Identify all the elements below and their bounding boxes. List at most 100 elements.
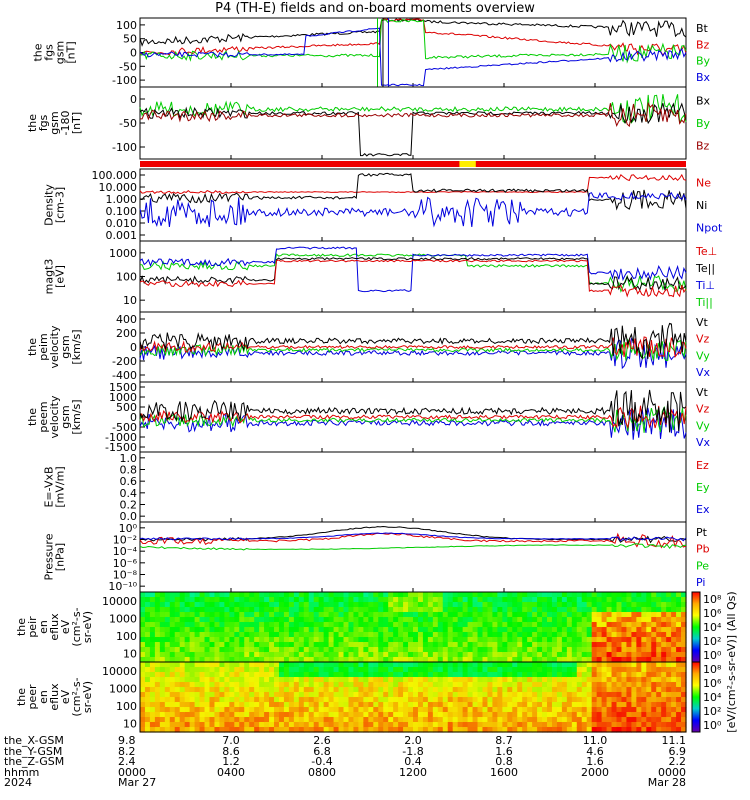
- heatmap-cell: [462, 687, 469, 693]
- y-axis-label-line: the: [15, 618, 28, 636]
- heatmap-cell: [413, 697, 419, 703]
- heatmap-cell: [666, 597, 672, 603]
- heatmap-cell: [561, 637, 568, 643]
- heatmap-cell: [671, 667, 677, 673]
- heatmap-cell: [517, 632, 523, 638]
- heatmap-cell: [472, 652, 479, 658]
- heatmap-cell: [452, 712, 459, 718]
- heatmap-cell: [487, 607, 494, 613]
- heatmap-cell: [378, 717, 384, 723]
- heatmap-cell: [274, 627, 280, 633]
- heatmap-cell: [274, 632, 280, 638]
- heatmap-cell: [288, 707, 295, 713]
- heatmap-cell: [676, 667, 682, 673]
- heatmap-cell: [482, 612, 489, 618]
- heatmap-cell: [621, 647, 628, 653]
- heatmap-cell: [477, 592, 484, 598]
- legend-ni: Ni: [696, 199, 707, 212]
- heatmap-cell: [502, 677, 508, 683]
- footer-x-value: 11.0: [583, 734, 608, 747]
- heatmap-cell: [224, 647, 230, 653]
- heatmap-cell: [551, 727, 558, 733]
- heatmap-cell: [542, 722, 548, 728]
- heatmap-cell: [457, 652, 464, 658]
- heatmap-cell: [576, 702, 583, 708]
- heatmap-cell: [417, 682, 424, 688]
- heatmap-cell: [556, 662, 563, 668]
- heatmap-cell: [189, 657, 196, 663]
- heatmap-cell: [154, 667, 161, 673]
- heatmap-cell: [214, 632, 221, 638]
- heatmap-cell: [274, 702, 280, 708]
- heatmap-cell: [581, 612, 588, 618]
- heatmap-cell: [646, 687, 652, 693]
- heatmap-cell: [234, 652, 240, 658]
- heatmap-cell: [517, 622, 523, 628]
- heatmap-cell: [154, 592, 161, 598]
- heatmap-cell: [318, 697, 325, 703]
- heatmap-cell: [413, 622, 419, 628]
- heatmap-cell: [338, 637, 345, 643]
- heatmap-cell: [671, 712, 677, 718]
- heatmap-cell: [581, 657, 588, 663]
- heatmap-cell: [596, 642, 603, 648]
- heatmap-cell: [447, 707, 454, 713]
- heatmap-cell: [507, 677, 513, 683]
- heatmap-cell: [631, 602, 637, 608]
- heatmap-cell: [209, 622, 216, 628]
- heatmap-cell: [313, 607, 320, 613]
- heatmap-cell: [656, 622, 662, 628]
- y-tick-label: 1.000: [106, 193, 138, 206]
- heatmap-cell: [239, 632, 245, 638]
- heatmap-cell: [368, 632, 374, 638]
- y-axis-label-line: the: [26, 114, 39, 132]
- heatmap-cell: [189, 662, 196, 668]
- heatmap-cell: [194, 647, 201, 653]
- heatmap-cell: [283, 722, 290, 728]
- heatmap-cell: [477, 722, 484, 728]
- heatmap-cell: [547, 617, 553, 623]
- heatmap-cell: [676, 642, 682, 648]
- heatmap-cell: [586, 657, 593, 663]
- heatmap-cell: [651, 592, 657, 598]
- heatmap-cell: [556, 717, 563, 723]
- heatmap-cell: [403, 707, 409, 713]
- heatmap-cell: [542, 627, 548, 633]
- heatmap-cell: [179, 647, 186, 653]
- heatmap-cell: [586, 602, 593, 608]
- heatmap-cell: [497, 632, 503, 638]
- heatmap-cell: [522, 657, 528, 663]
- heatmap-cell: [269, 592, 275, 598]
- heatmap-cell: [140, 597, 146, 603]
- legend-ez: Ez: [696, 459, 709, 472]
- heatmap-cell: [586, 687, 593, 693]
- heatmap-cell: [671, 607, 677, 613]
- heatmap-cell: [338, 622, 345, 628]
- heatmap-cell: [383, 617, 389, 623]
- heatmap-cell: [358, 702, 364, 708]
- y-axis-label-line: the: [15, 688, 28, 706]
- heatmap-cell: [328, 642, 335, 648]
- y-axis-label-line: [nT]: [70, 112, 83, 134]
- heatmap-cell: [601, 602, 608, 608]
- heatmap-cell: [487, 602, 494, 608]
- heatmap-cell: [293, 617, 300, 623]
- heatmap-cell: [174, 692, 181, 698]
- heatmap-cell: [164, 642, 171, 648]
- heatmap-cell: [427, 702, 434, 708]
- heatmap-cell: [323, 687, 330, 693]
- heatmap-cell: [517, 652, 523, 658]
- heatmap-cell: [636, 592, 642, 598]
- heatmap-cell: [224, 697, 230, 703]
- heatmap-cell: [264, 692, 270, 698]
- heatmap-cell: [318, 632, 325, 638]
- heatmap-cell: [547, 637, 553, 643]
- heatmap-cell: [621, 617, 628, 623]
- heatmap-cell: [626, 692, 632, 698]
- heatmap-cell: [204, 607, 211, 613]
- heatmap-cell: [383, 672, 389, 678]
- heatmap-cell: [551, 627, 558, 633]
- heatmap-cell: [383, 662, 389, 668]
- heatmap-cell: [661, 687, 667, 693]
- heatmap-cell: [556, 682, 563, 688]
